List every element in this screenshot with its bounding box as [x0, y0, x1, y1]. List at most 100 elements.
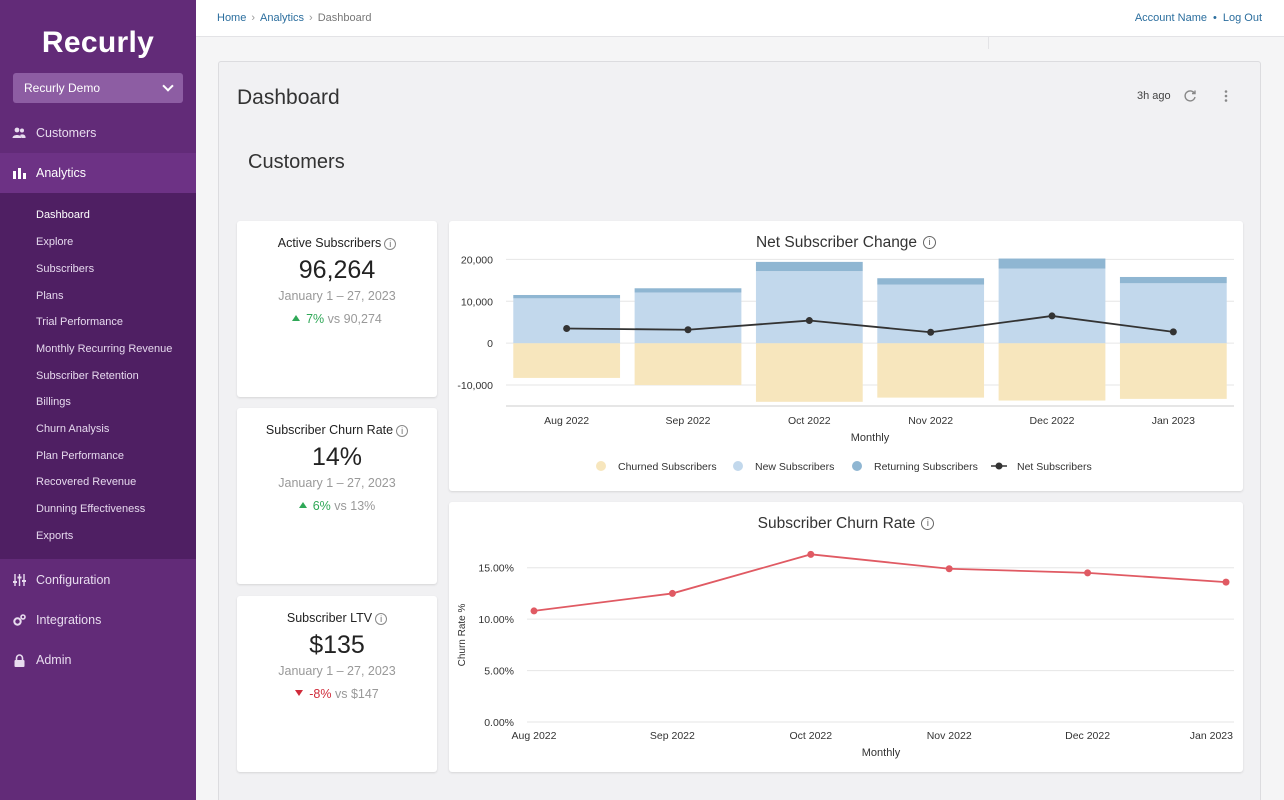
net-subscribers-point[interactable] — [927, 328, 935, 336]
nav-admin[interactable]: Admin — [0, 640, 196, 680]
subnav-item-trial-performance[interactable]: Trial Performance — [36, 316, 124, 328]
subnav-item-billings[interactable]: Billings — [36, 396, 71, 408]
recurly-logo[interactable]: Recurly — [41, 26, 155, 59]
bar-churned[interactable] — [877, 343, 985, 398]
nav-customers[interactable]: Customers — [0, 113, 196, 153]
nav-integrations[interactable]: Integrations — [0, 600, 196, 640]
subnav-item-dashboard[interactable]: Dashboard — [36, 209, 90, 221]
legend-label: Churned Subscribers — [618, 461, 717, 473]
y-tick-label: 5.00% — [484, 666, 514, 678]
info-icon[interactable]: i — [923, 236, 937, 250]
bar-churned[interactable] — [998, 343, 1106, 401]
x-tick-label: Dec 2022 — [1065, 730, 1110, 742]
page-title: Dashboard — [237, 86, 340, 109]
account-links: Account Name • Log Out — [1135, 12, 1262, 24]
kpi-value: 14% — [311, 443, 363, 471]
churn-rate-point[interactable] — [1084, 569, 1092, 577]
net-subscribers-point[interactable] — [1048, 312, 1056, 320]
subnav-item-recovered-revenue[interactable]: Recovered Revenue — [36, 476, 137, 488]
sidebar: Recurly Recurly Demo Customers Analytics… — [0, 0, 196, 800]
x-tick-label: Nov 2022 — [927, 730, 972, 742]
subnav-item-churn-analysis[interactable]: Churn Analysis — [36, 423, 110, 435]
churn-rate-point[interactable] — [1222, 578, 1230, 586]
gears-icon — [12, 613, 26, 627]
subnav-item-plans[interactable]: Plans — [36, 290, 64, 302]
legend-item[interactable]: Churned Subscribers — [596, 461, 717, 473]
triangle-down-icon — [295, 690, 304, 696]
bar-churned[interactable] — [513, 343, 621, 378]
bar-returning[interactable] — [755, 261, 863, 272]
bar-returning[interactable] — [513, 294, 621, 299]
bar-churned[interactable] — [755, 343, 863, 402]
legend-item[interactable]: Returning Subscribers — [852, 461, 978, 473]
breadcrumb-home[interactable]: Home — [217, 12, 247, 24]
kpi-card-active-subscribers[interactable]: Active Subscribers i 96,264 January 1 – 2… — [237, 221, 437, 397]
x-tick-label: Sep 2022 — [650, 730, 695, 742]
nav-analytics[interactable]: Analytics — [0, 153, 196, 193]
bar-new[interactable] — [634, 292, 742, 344]
subnav-item-dunning-effectiveness[interactable]: Dunning Effectiveness — [36, 503, 146, 515]
bar-churned[interactable] — [1119, 343, 1227, 399]
site-selector[interactable]: Recurly Demo — [13, 73, 183, 103]
bar-new[interactable] — [755, 271, 863, 344]
info-icon[interactable]: i — [921, 517, 935, 531]
net-subscribers-point[interactable] — [1169, 328, 1177, 336]
y-tick-label: 0 — [487, 338, 493, 350]
account-name-link[interactable]: Account Name — [1134, 12, 1207, 24]
chart-title: Net Subscriber Change — [755, 234, 918, 251]
churn-rate-point[interactable] — [530, 607, 538, 615]
churn-rate-point[interactable] — [668, 589, 676, 597]
info-icon[interactable]: i — [375, 612, 388, 625]
churn-rate-point[interactable] — [807, 550, 815, 558]
x-tick-label: Jan 2023 — [1190, 730, 1233, 742]
legend-item[interactable]: New Subscribers — [733, 461, 834, 473]
y-axis-label: Churn Rate % — [457, 603, 468, 666]
net-subscribers-point[interactable] — [805, 317, 813, 325]
subnav-item-explore[interactable]: Explore — [36, 236, 74, 248]
info-icon[interactable]: i — [384, 237, 397, 250]
y-tick-label: 10,000 — [461, 296, 493, 308]
bar-returning[interactable] — [877, 278, 985, 285]
kpi-card-churn-rate[interactable]: Subscriber Churn Rate i 14% January 1 – 2… — [237, 408, 437, 584]
info-icon[interactable]: i — [396, 424, 409, 437]
kpi-date-range: January 1 – 27, 2023 — [278, 664, 396, 678]
bar-new[interactable] — [513, 298, 621, 344]
churn-rate-line — [533, 553, 1227, 612]
refresh-icon[interactable] — [1183, 89, 1197, 108]
bar-new[interactable] — [998, 268, 1106, 344]
bar-returning[interactable] — [998, 258, 1106, 269]
kpi-compare: vs 90,274 — [327, 312, 382, 326]
bar-churned[interactable] — [634, 343, 742, 386]
more-options-icon[interactable] — [1220, 89, 1232, 108]
legend-swatch-dot — [995, 462, 1003, 470]
logout-link[interactable]: Log Out — [1222, 12, 1262, 24]
y-tick-label: 10.00% — [478, 614, 514, 626]
bar-returning[interactable] — [634, 288, 742, 293]
nav-label: Configuration — [36, 573, 111, 587]
kpi-title: Active Subscribers — [277, 236, 382, 250]
triangle-up-icon — [292, 315, 301, 321]
nav-configuration[interactable]: Configuration — [0, 560, 196, 600]
lock-icon — [12, 653, 26, 667]
legend-item[interactable]: Net Subscribers — [991, 461, 1092, 473]
net-subscriber-change-card: Net Subscriber Change i 20,000 10,000 0 -10,… — [449, 221, 1243, 491]
divider — [988, 37, 989, 49]
kpi-card-ltv[interactable]: Subscriber LTV i $135 January 1 – 27, 202… — [237, 596, 437, 772]
subnav-item-exports[interactable]: Exports — [36, 530, 74, 542]
net-subscribers-point[interactable] — [563, 325, 571, 332]
churn-rate-point[interactable] — [945, 565, 953, 573]
triangle-up-icon — [298, 502, 307, 508]
subnav-item-plan-performance[interactable]: Plan Performance — [36, 450, 125, 462]
kpi-delta: 6% — [312, 499, 331, 513]
net-subscribers-point[interactable] — [684, 326, 692, 334]
chart-title: Subscriber Churn Rate — [757, 515, 916, 532]
subnav-item-subscriber-retention[interactable]: Subscriber Retention — [36, 370, 139, 382]
kpi-compare: vs $147 — [334, 687, 379, 701]
subscriber-churn-rate-card: Subscriber Churn Rate i 15.00% 10.00% 5.00%… — [449, 502, 1243, 772]
subnav-item-subscribers[interactable]: Subscribers — [36, 263, 95, 275]
x-tick-label: Nov 2022 — [908, 415, 953, 427]
bar-returning[interactable] — [1119, 276, 1227, 284]
breadcrumb-analytics[interactable]: Analytics — [260, 12, 305, 24]
subnav-item-mrr[interactable]: Monthly Recurring Revenue — [36, 343, 173, 355]
kpi-title: Subscriber Churn Rate — [265, 423, 394, 437]
